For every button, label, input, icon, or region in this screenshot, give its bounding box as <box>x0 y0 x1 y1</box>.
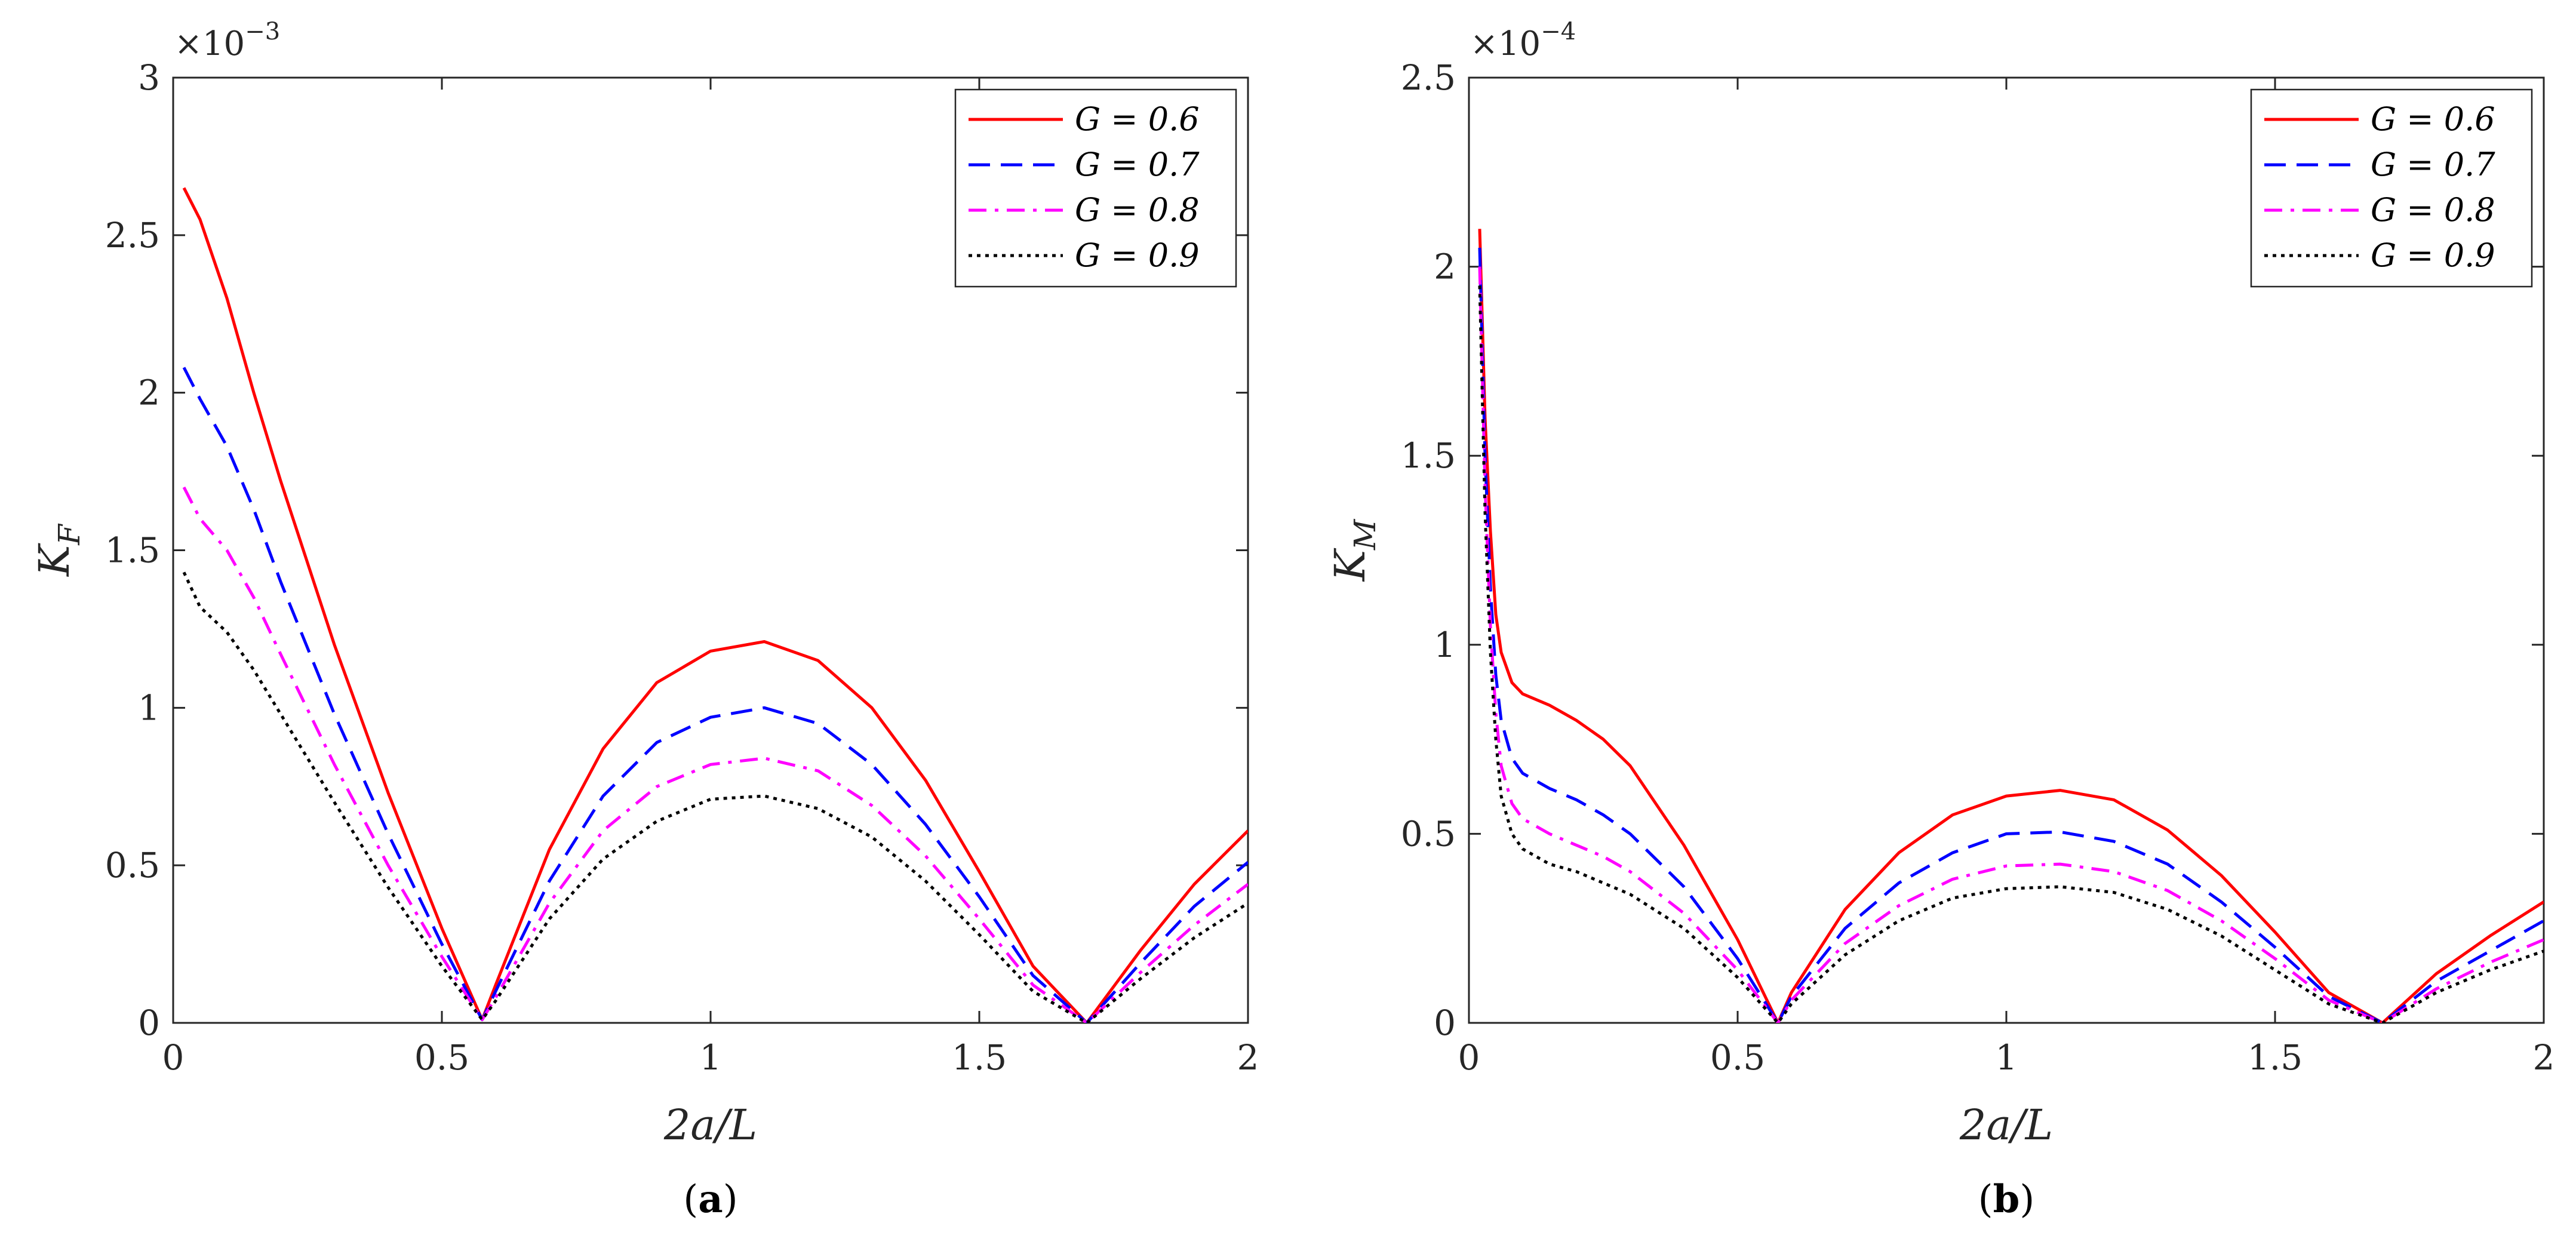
y-tick-label: 0.5 <box>1401 813 1456 854</box>
y-tick-label: 2.5 <box>1401 57 1456 98</box>
y-exponent-power: −4 <box>1541 18 1576 45</box>
y-tick-label: 0.5 <box>105 845 160 886</box>
series-line-2 <box>182 367 1248 1023</box>
x-tick-label: 0.5 <box>1710 1037 1765 1078</box>
series-line-2 <box>1478 247 2544 1023</box>
x-tick-label: 0 <box>1458 1037 1480 1078</box>
y-tick-label: 1.5 <box>105 530 160 571</box>
y-tick-label: 3 <box>138 57 160 98</box>
y-exponent-label: ×10−3 <box>174 18 280 63</box>
x-tick-label: 2 <box>2533 1037 2555 1078</box>
series-line-1 <box>1478 229 2544 1023</box>
x-tick-label: 0 <box>162 1037 185 1078</box>
y-tick-label: 1.5 <box>1401 435 1456 476</box>
legend-entry-label: G = 0.7 <box>2371 146 2495 183</box>
x-tick-label: 1.5 <box>2248 1037 2303 1078</box>
x-tick-label: 1.5 <box>952 1037 1007 1078</box>
panel-label: (a) <box>683 1177 737 1222</box>
panel-letter: b <box>1993 1177 2020 1222</box>
y-axis-label-main: K <box>30 543 79 577</box>
legend: G = 0.6 G = 0.7 G = 0.8 G = 0.9 <box>2250 88 2533 288</box>
y-tick-label: 0 <box>138 1003 160 1043</box>
y-exponent-base: ×10 <box>174 24 245 63</box>
legend-box <box>2250 88 2533 288</box>
y-tick-label: 2 <box>138 373 160 413</box>
panel-label: (b) <box>1978 1177 2035 1222</box>
legend-entry-label: G = 0.6 <box>1075 100 1200 138</box>
series-line-4 <box>182 571 1248 1023</box>
y-axis-label: KF <box>30 523 87 577</box>
y-axis-label-subscript: M <box>1348 518 1382 551</box>
y-axis-label: KM <box>1326 518 1382 582</box>
y-exponent-power: −3 <box>245 18 280 45</box>
legend-entry-label: G = 0.7 <box>1075 146 1200 183</box>
legend-entry-label: G = 0.9 <box>2371 236 2495 274</box>
legend-entry-label: G = 0.9 <box>1075 236 1200 274</box>
y-tick-label: 2 <box>1434 247 1456 287</box>
x-tick-label: 0.5 <box>414 1037 469 1078</box>
legend-entry-label: G = 0.6 <box>2371 100 2495 138</box>
y-axis-label-subscript: F <box>52 523 87 546</box>
y-tick-label: 2.5 <box>105 215 160 256</box>
series-line-3 <box>182 486 1248 1023</box>
x-axis-label: 2a/L <box>663 1100 757 1149</box>
legend: G = 0.6 G = 0.7 G = 0.8 G = 0.9 <box>954 88 1237 288</box>
panel-a: 0 0.5 1 1.5 2 0 0.5 1 1.5 2 2.5 3 ×10−3 2a/L KF G = 0.6… <box>30 18 1259 1222</box>
legend-entry-label: G = 0.8 <box>1075 191 1200 229</box>
y-axis-label-main: K <box>1326 548 1375 582</box>
x-tick-label: 1 <box>700 1037 722 1078</box>
legend-entry-label: G = 0.8 <box>2371 191 2495 229</box>
series-line-4 <box>1478 285 2544 1023</box>
y-tick-label: 0 <box>1434 1003 1456 1043</box>
legend-box <box>954 88 1237 288</box>
panel-letter: a <box>698 1177 723 1222</box>
series-line-3 <box>1478 266 2544 1023</box>
series-line-1 <box>182 187 1248 1023</box>
y-exponent-label: ×10−4 <box>1470 18 1576 63</box>
y-tick-label: 1 <box>1434 625 1456 665</box>
x-tick-label: 2 <box>1237 1037 1259 1078</box>
y-exponent-base: ×10 <box>1470 24 1541 63</box>
x-tick-label: 1 <box>1996 1037 2018 1078</box>
y-tick-label: 1 <box>138 687 160 728</box>
x-axis-label: 2a/L <box>1959 1100 2053 1149</box>
